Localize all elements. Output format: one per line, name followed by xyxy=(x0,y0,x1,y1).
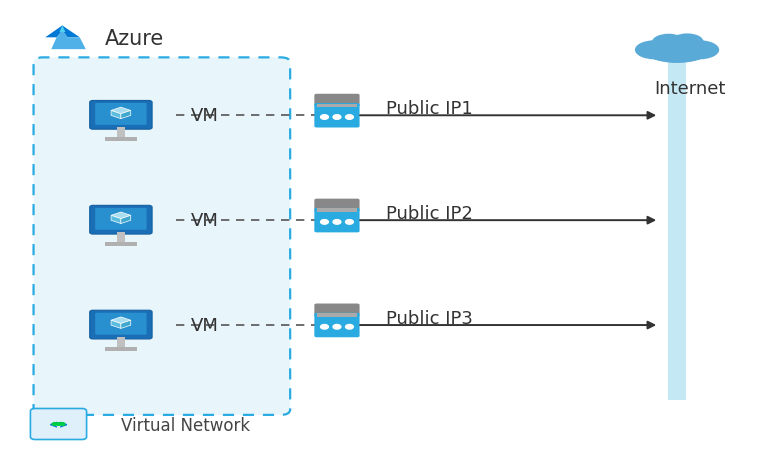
Polygon shape xyxy=(121,111,131,119)
Bar xyxy=(117,128,125,138)
Ellipse shape xyxy=(649,41,705,61)
Circle shape xyxy=(333,116,341,120)
Polygon shape xyxy=(59,26,66,33)
FancyBboxPatch shape xyxy=(314,313,360,338)
Polygon shape xyxy=(121,216,131,224)
Bar xyxy=(117,338,125,348)
Circle shape xyxy=(346,325,353,329)
Text: Azure: Azure xyxy=(105,29,165,49)
Ellipse shape xyxy=(647,47,707,63)
FancyBboxPatch shape xyxy=(30,409,87,440)
Bar xyxy=(317,313,357,317)
Text: Public IP3: Public IP3 xyxy=(386,309,473,328)
Polygon shape xyxy=(121,320,131,329)
Polygon shape xyxy=(111,212,131,219)
Text: VM: VM xyxy=(191,107,219,125)
Bar xyxy=(105,348,136,351)
Ellipse shape xyxy=(671,34,704,51)
FancyBboxPatch shape xyxy=(95,208,147,230)
Bar xyxy=(105,138,136,142)
Text: >: > xyxy=(58,419,68,429)
FancyBboxPatch shape xyxy=(95,104,147,126)
FancyBboxPatch shape xyxy=(90,310,152,339)
Circle shape xyxy=(321,220,328,225)
Text: Virtual Network: Virtual Network xyxy=(121,416,250,435)
Polygon shape xyxy=(111,108,131,115)
Polygon shape xyxy=(111,111,121,119)
Text: VM: VM xyxy=(191,212,219,230)
Circle shape xyxy=(52,423,57,425)
Polygon shape xyxy=(51,31,86,50)
Ellipse shape xyxy=(646,41,708,64)
Bar xyxy=(105,243,136,247)
FancyBboxPatch shape xyxy=(314,208,360,233)
Circle shape xyxy=(333,325,341,329)
FancyBboxPatch shape xyxy=(314,104,360,128)
FancyBboxPatch shape xyxy=(34,58,290,415)
Polygon shape xyxy=(45,26,80,38)
Circle shape xyxy=(60,423,65,425)
Ellipse shape xyxy=(637,42,672,59)
Polygon shape xyxy=(111,317,131,324)
Text: <: < xyxy=(49,419,58,429)
Polygon shape xyxy=(111,216,121,224)
FancyBboxPatch shape xyxy=(95,313,147,335)
FancyBboxPatch shape xyxy=(314,199,360,212)
Polygon shape xyxy=(111,320,121,329)
Ellipse shape xyxy=(682,42,717,59)
Circle shape xyxy=(321,325,328,329)
Text: Internet: Internet xyxy=(654,80,726,97)
Circle shape xyxy=(321,116,328,120)
Bar xyxy=(317,209,357,212)
Ellipse shape xyxy=(635,41,674,60)
FancyBboxPatch shape xyxy=(90,101,152,130)
Ellipse shape xyxy=(652,35,686,52)
FancyBboxPatch shape xyxy=(90,206,152,235)
Ellipse shape xyxy=(650,42,704,62)
Text: Public IP1: Public IP1 xyxy=(386,100,473,118)
Bar xyxy=(317,104,357,108)
Bar xyxy=(668,55,686,400)
Circle shape xyxy=(346,220,353,225)
Ellipse shape xyxy=(654,35,683,51)
Bar xyxy=(117,233,125,243)
FancyBboxPatch shape xyxy=(314,304,360,317)
Text: VM: VM xyxy=(191,316,219,334)
Circle shape xyxy=(56,423,61,425)
Circle shape xyxy=(346,116,353,120)
Text: Public IP2: Public IP2 xyxy=(386,205,473,223)
Ellipse shape xyxy=(673,35,701,50)
Circle shape xyxy=(333,220,341,225)
FancyBboxPatch shape xyxy=(314,95,360,107)
Ellipse shape xyxy=(680,41,719,60)
